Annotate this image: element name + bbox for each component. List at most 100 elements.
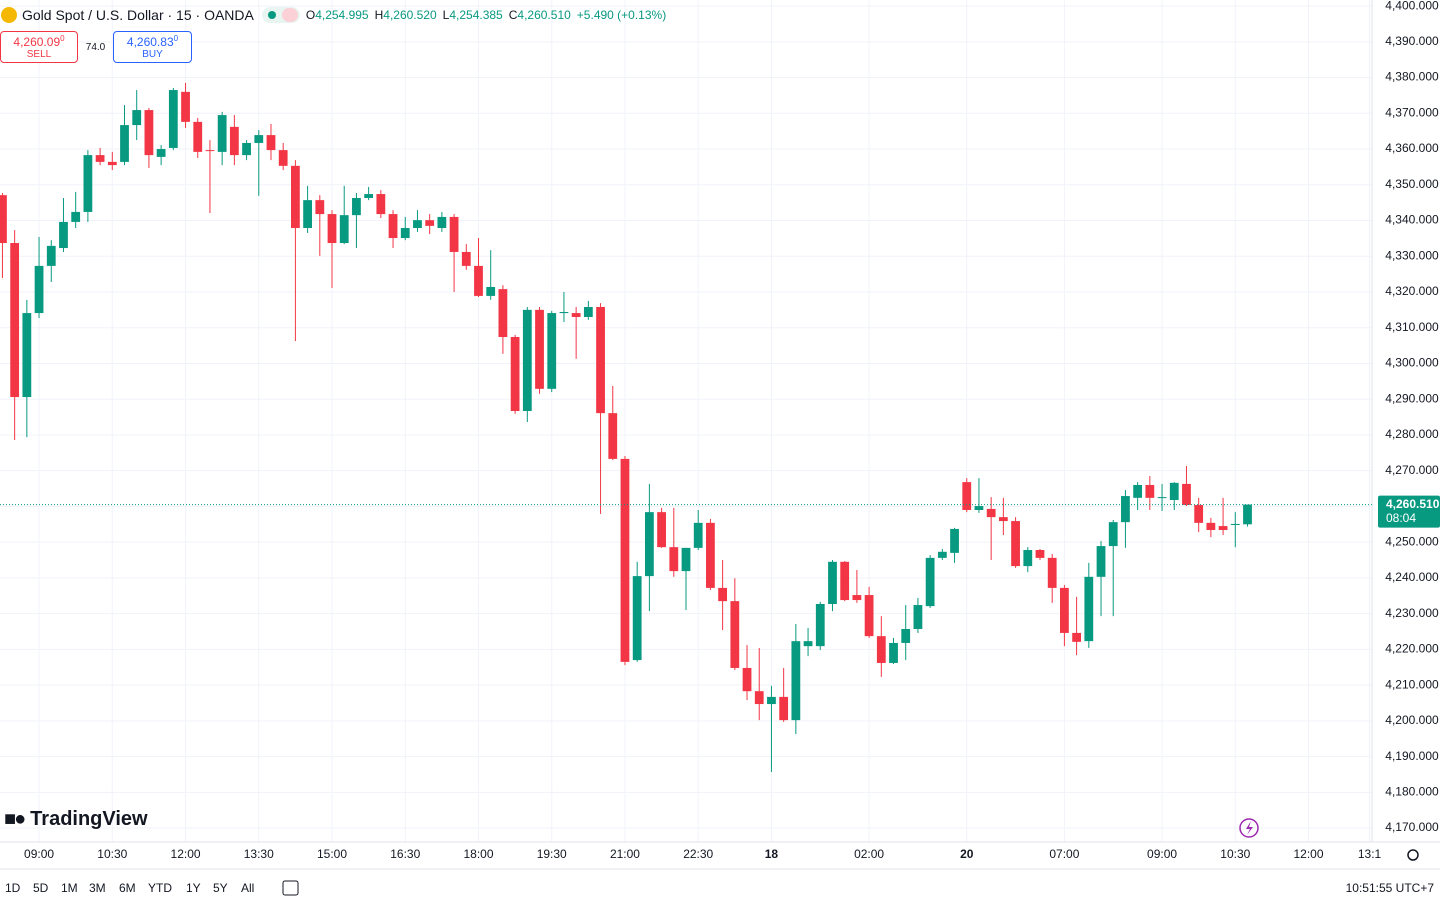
y-tick-label: 4,240.000 bbox=[1385, 570, 1439, 584]
y-tick-label: 4,210.000 bbox=[1385, 677, 1439, 691]
candle-body bbox=[205, 150, 215, 152]
ohlc-item: L4,254.385 bbox=[443, 8, 503, 22]
candle-body bbox=[266, 135, 276, 151]
logo[interactable]: ■● TradingView bbox=[4, 808, 148, 831]
x-tick-label: 15:00 bbox=[317, 847, 347, 861]
candle-body bbox=[425, 220, 435, 226]
y-tick-label: 4,400.000 bbox=[1385, 0, 1439, 12]
symbol-icon bbox=[1, 7, 17, 23]
candle-body bbox=[730, 601, 740, 668]
buy-price: 4,260.83 bbox=[126, 35, 174, 49]
candle-body bbox=[913, 605, 923, 629]
y-tick-label: 4,320.000 bbox=[1385, 284, 1439, 298]
y-tick-label: 4,280.000 bbox=[1385, 427, 1439, 441]
candle-body bbox=[571, 313, 581, 318]
candle-body bbox=[22, 313, 32, 398]
candle-body bbox=[1060, 587, 1069, 633]
candle-body bbox=[583, 306, 593, 318]
ohlc-item: O4,254.995 bbox=[306, 8, 369, 22]
candle-body bbox=[522, 309, 532, 411]
candle-body bbox=[962, 482, 972, 510]
x-tick-label: 13:1 bbox=[1358, 847, 1382, 861]
candle-body bbox=[339, 215, 349, 244]
candle-body bbox=[181, 91, 190, 122]
candle-body bbox=[303, 200, 312, 229]
sell-button[interactable]: 4,260.090 SELL bbox=[0, 31, 78, 63]
candle-body bbox=[254, 135, 264, 143]
candle-body bbox=[828, 561, 837, 604]
y-tick-label: 4,180.000 bbox=[1385, 784, 1439, 798]
range-button[interactable]: All bbox=[241, 881, 255, 895]
x-tick-label: 21:00 bbox=[610, 847, 640, 861]
candle-body bbox=[706, 522, 715, 588]
candle-body bbox=[535, 309, 544, 389]
alert-icon[interactable] bbox=[1239, 818, 1259, 838]
candle-body bbox=[901, 628, 911, 643]
candle-body bbox=[950, 528, 959, 553]
candle-body bbox=[803, 641, 813, 647]
range-button[interactable]: YTD bbox=[148, 881, 172, 895]
range-button[interactable]: 1D bbox=[5, 881, 21, 895]
y-tick-label: 4,270.000 bbox=[1385, 463, 1439, 477]
candle-body bbox=[632, 576, 642, 661]
y-tick-label: 4,290.000 bbox=[1385, 391, 1439, 405]
last-price-tag bbox=[1378, 495, 1440, 528]
candle-body bbox=[1121, 496, 1130, 523]
candle-body bbox=[998, 517, 1008, 522]
price-change: +5.490 (+0.13%) bbox=[576, 8, 667, 22]
clock[interactable]: 10:51:55 UTC+7 bbox=[1345, 881, 1434, 895]
candle-body bbox=[657, 512, 666, 548]
x-tick-label: 18 bbox=[765, 847, 779, 861]
buy-button[interactable]: 4,260.830 BUY bbox=[113, 31, 192, 63]
calendar-icon[interactable] bbox=[282, 880, 299, 896]
candle-body bbox=[1243, 504, 1252, 525]
candle-body bbox=[132, 110, 142, 126]
trade-panel: 4,260.090 SELL 74.0 4,260.830 BUY bbox=[0, 31, 192, 63]
candle-body bbox=[644, 512, 654, 577]
y-tick-label: 4,220.000 bbox=[1385, 642, 1439, 656]
x-tick-label: 19:30 bbox=[537, 847, 567, 861]
x-tick-label: 02:00 bbox=[854, 847, 884, 861]
x-tick-label: 07:00 bbox=[1049, 847, 1079, 861]
y-tick-label: 4,380.000 bbox=[1385, 70, 1439, 84]
candle-body bbox=[327, 214, 337, 244]
range-button[interactable]: 5D bbox=[33, 881, 49, 895]
candle-body bbox=[596, 306, 605, 414]
logo-text: TradingView bbox=[30, 808, 148, 830]
candle-body bbox=[10, 243, 20, 398]
range-button[interactable]: 1Y bbox=[186, 881, 201, 895]
range-button[interactable]: 6M bbox=[119, 881, 136, 895]
candle-body bbox=[815, 603, 825, 647]
candle-body bbox=[315, 200, 325, 215]
settings-icon[interactable] bbox=[1407, 849, 1419, 861]
candle-body bbox=[437, 216, 447, 229]
y-tick-label: 4,370.000 bbox=[1385, 105, 1439, 119]
y-tick-label: 4,230.000 bbox=[1385, 606, 1439, 620]
candle-body bbox=[486, 286, 496, 296]
range-button[interactable]: 5Y bbox=[213, 881, 228, 895]
x-tick-label: 18:00 bbox=[463, 847, 493, 861]
candle-body bbox=[791, 641, 801, 721]
ohlc-key: C bbox=[508, 8, 518, 22]
candle-body bbox=[1084, 576, 1094, 642]
y-tick-label: 4,190.000 bbox=[1385, 749, 1439, 763]
candle-body bbox=[608, 413, 618, 459]
candle-body bbox=[364, 194, 374, 198]
range-button[interactable]: 1M bbox=[61, 881, 78, 895]
candle-body bbox=[681, 547, 691, 572]
candle-body bbox=[120, 125, 129, 162]
candle-body bbox=[754, 691, 764, 705]
range-button[interactable]: 3M bbox=[89, 881, 106, 895]
candle-body bbox=[742, 667, 752, 692]
candle-body bbox=[71, 211, 81, 222]
candle-body bbox=[388, 214, 398, 239]
last-price-label: 4,260.510 bbox=[1386, 497, 1440, 511]
sell-label: SELL bbox=[26, 49, 52, 60]
candle-body bbox=[449, 216, 459, 252]
candle-body bbox=[1182, 483, 1191, 505]
candle-body bbox=[144, 110, 154, 156]
ohlc-value: 4,254.385 bbox=[449, 8, 503, 22]
candle-body bbox=[559, 311, 569, 314]
countdown: 08:04 bbox=[1386, 511, 1416, 525]
symbol-name[interactable]: Gold Spot / U.S. Dollar · 15 · OANDA bbox=[22, 7, 254, 23]
